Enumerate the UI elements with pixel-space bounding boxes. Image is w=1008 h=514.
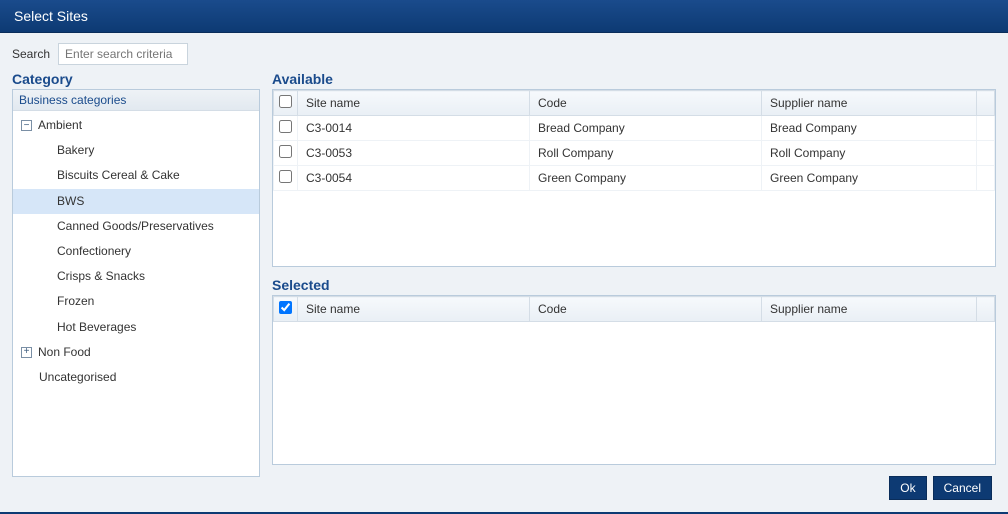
row-checkbox-cell[interactable] — [274, 141, 298, 166]
cell-spacer — [977, 166, 995, 191]
row-checkbox[interactable] — [279, 170, 292, 183]
available-col-supplier[interactable]: Supplier name — [762, 91, 977, 116]
tree-leaf[interactable]: Confectionery — [13, 239, 259, 264]
tree-leaf[interactable]: Canned Goods/Preservatives — [13, 214, 259, 239]
tree-leaf[interactable]: Frozen — [13, 289, 259, 314]
dialog-titlebar: Select Sites — [0, 0, 1008, 33]
cell-supplier: Bread Company — [762, 116, 977, 141]
row-checkbox[interactable] — [279, 145, 292, 158]
tree-leaf[interactable]: Crisps & Snacks — [13, 264, 259, 289]
table-row[interactable]: C3-0014Bread CompanyBread Company — [274, 116, 995, 141]
available-table: Site name Code Supplier name C3-0014Brea… — [273, 90, 995, 191]
available-col-code[interactable]: Code — [530, 91, 762, 116]
collapse-icon[interactable]: − — [21, 120, 32, 131]
selected-heading: Selected — [272, 277, 996, 293]
cell-spacer — [977, 116, 995, 141]
tree-leaf[interactable]: Biscuits Cereal & Cake — [13, 163, 259, 188]
category-panel: Business categories −AmbientBakeryBiscui… — [12, 89, 260, 477]
selected-col-site[interactable]: Site name — [298, 297, 530, 322]
available-panel: Site name Code Supplier name C3-0014Brea… — [272, 89, 996, 267]
cell-spacer — [977, 141, 995, 166]
tree-branch[interactable]: −Ambient — [13, 113, 259, 138]
dialog-title: Select Sites — [14, 8, 88, 24]
selected-table: Site name Code Supplier name — [273, 296, 995, 322]
selected-panel: Site name Code Supplier name — [272, 295, 996, 465]
selected-col-spacer — [977, 297, 995, 322]
available-heading: Available — [272, 71, 996, 87]
selected-selectall-checkbox[interactable] — [279, 301, 292, 314]
cancel-button[interactable]: Cancel — [933, 476, 992, 500]
available-col-spacer — [977, 91, 995, 116]
cell-supplier: Roll Company — [762, 141, 977, 166]
row-checkbox-cell[interactable] — [274, 116, 298, 141]
cell-code: Roll Company — [530, 141, 762, 166]
row-checkbox-cell[interactable] — [274, 166, 298, 191]
available-col-site[interactable]: Site name — [298, 91, 530, 116]
selected-col-code[interactable]: Code — [530, 297, 762, 322]
table-row[interactable]: C3-0054Green CompanyGreen Company — [274, 166, 995, 191]
cell-code: Green Company — [530, 166, 762, 191]
tree-leaf[interactable]: BWS — [13, 189, 259, 214]
row-checkbox[interactable] — [279, 120, 292, 133]
tree-branch-label: Ambient — [38, 116, 82, 135]
tree-leaf[interactable]: Bakery — [13, 138, 259, 163]
content-area: Search Category Business categories −Amb… — [0, 33, 1008, 477]
tables-column: Available Site name Code Supplier name — [272, 71, 996, 465]
tree-leaf[interactable]: Uncategorised — [13, 365, 259, 390]
tree-branch[interactable]: + Non Food — [13, 340, 259, 365]
category-heading: Category — [12, 71, 260, 87]
cell-supplier: Green Company — [762, 166, 977, 191]
available-selectall-cell[interactable] — [274, 91, 298, 116]
tree-branch-label: Non Food — [38, 343, 91, 362]
cell-code: Bread Company — [530, 116, 762, 141]
table-row[interactable]: C3-0053Roll CompanyRoll Company — [274, 141, 995, 166]
ok-button[interactable]: Ok — [889, 476, 926, 500]
category-header: Business categories — [13, 90, 259, 111]
expand-icon[interactable]: + — [21, 347, 32, 358]
button-row: Ok Cancel — [889, 476, 992, 500]
search-input[interactable] — [58, 43, 188, 65]
tree-leaf[interactable]: Hot Beverages — [13, 315, 259, 340]
category-column: Category Business categories −AmbientBak… — [12, 71, 260, 477]
cell-site: C3-0054 — [298, 166, 530, 191]
available-selectall-checkbox[interactable] — [279, 95, 292, 108]
search-row: Search — [12, 43, 996, 65]
cell-site: C3-0014 — [298, 116, 530, 141]
selected-col-supplier[interactable]: Supplier name — [762, 297, 977, 322]
search-label: Search — [12, 47, 50, 61]
cell-site: C3-0053 — [298, 141, 530, 166]
selected-selectall-cell[interactable] — [274, 297, 298, 322]
category-tree: −AmbientBakeryBiscuits Cereal & CakeBWSC… — [13, 111, 259, 392]
